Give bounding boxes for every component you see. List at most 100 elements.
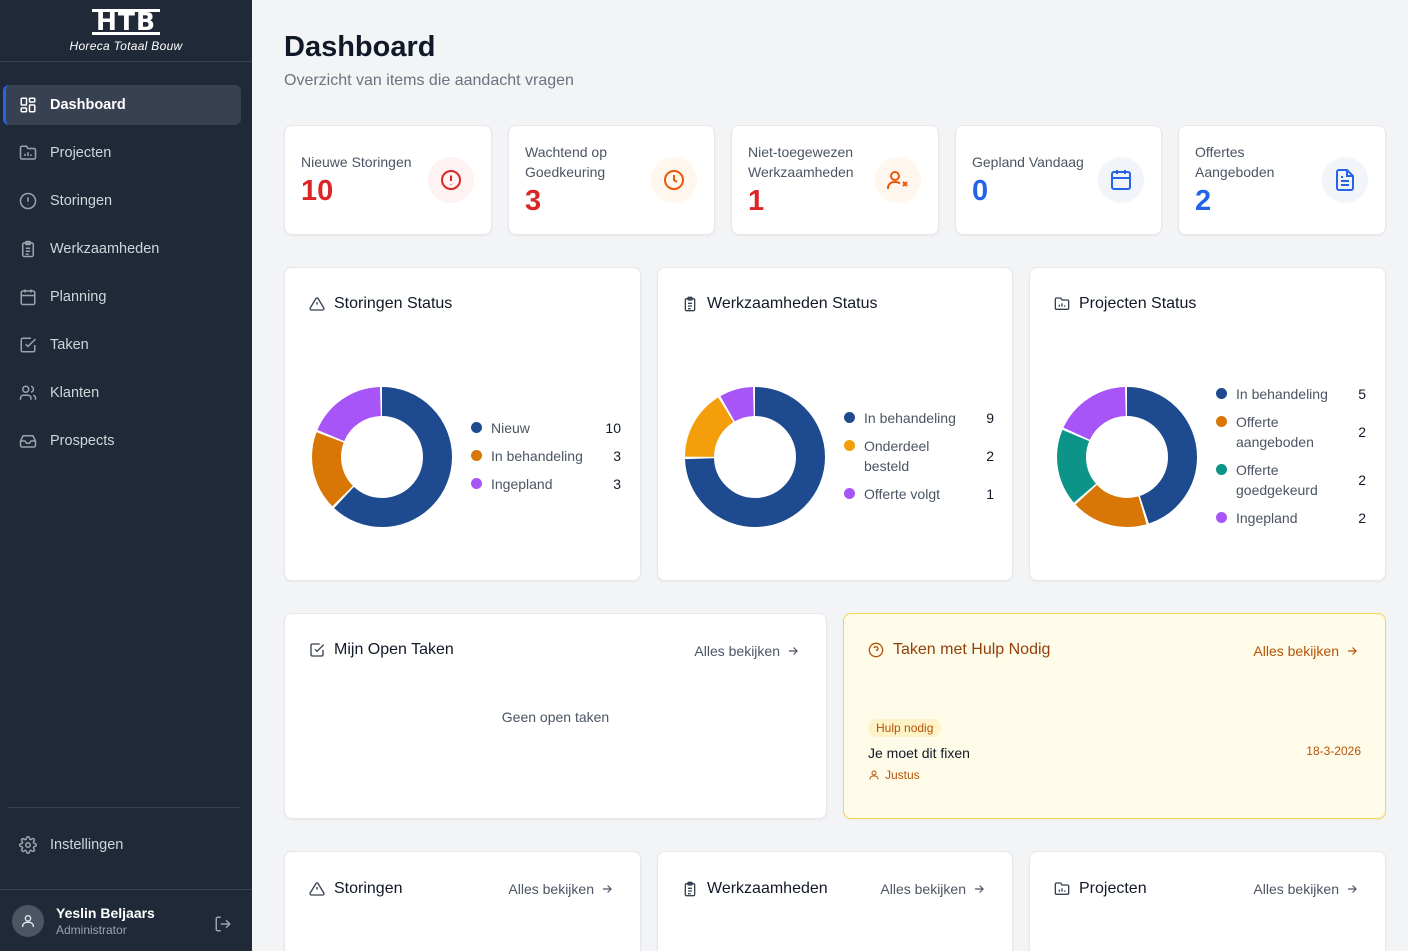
sidebar-item-projecten[interactable]: Projecten — [3, 133, 241, 173]
sidebar-item-taken[interactable]: Taken — [3, 325, 241, 365]
check-square-icon — [309, 642, 325, 658]
legend-label: In behandeling — [491, 448, 583, 464]
stat-card-niet-toegewezen[interactable]: Niet-toegewezen Werkzaamheden 1 — [731, 125, 939, 235]
stat-value: 1 — [748, 185, 765, 217]
legend-label: Offerte aangeboden — [1236, 414, 1314, 450]
projecten-list-card: Projecten Alles bekijken — [1029, 851, 1386, 951]
arrow-right-icon — [972, 882, 986, 896]
legend-swatch — [1216, 416, 1227, 427]
folder-chart-icon — [1054, 881, 1070, 897]
stat-label: Wachtend op Goedkeuring — [525, 144, 607, 180]
stat-value: 2 — [1195, 185, 1212, 217]
sidebar-item-planning[interactable]: Planning — [3, 277, 241, 317]
view-all-werkzaamheden-link[interactable]: Alles bekijken — [880, 881, 986, 897]
legend-value: 2 — [1358, 510, 1366, 526]
legend-value: 9 — [986, 410, 994, 426]
sidebar-item-werkzaamheden[interactable]: Werkzaamheden — [3, 229, 241, 269]
view-all-label: Alles bekijken — [1253, 881, 1339, 897]
chart-legend: In behandeling 9 Onderdeel besteld 2 Offerte… — [844, 408, 994, 538]
view-all-storingen-link[interactable]: Alles bekijken — [508, 881, 614, 897]
donut-slice-in-behandeling[interactable] — [312, 387, 452, 527]
legend-value: 3 — [613, 448, 621, 464]
view-all-projecten-link[interactable]: Alles bekijken — [1253, 881, 1359, 897]
legend-item: Offerte goedgekeurd — [1216, 460, 1348, 500]
sidebar-item-label: Planning — [50, 289, 107, 305]
sidebar-item-prospects[interactable]: Prospects — [3, 421, 241, 461]
legend-item: In behandeling — [471, 446, 603, 466]
alert-triangle-icon — [309, 881, 325, 897]
donut-slice-nieuw[interactable] — [312, 387, 452, 527]
user-name: Yeslin Beljaars — [56, 904, 155, 921]
view-all-label: Alles bekijken — [508, 881, 594, 897]
legend-label: Nieuw — [491, 420, 530, 436]
logo-subtitle: Horeca Totaal Bouw — [69, 38, 183, 53]
user-icon — [868, 769, 880, 781]
legend-label: Onderdeel besteld — [864, 438, 930, 474]
legend-value: 1 — [986, 486, 994, 502]
donut-slice-in-behandeling[interactable] — [1057, 387, 1197, 527]
sidebar-item-instellingen[interactable]: Instellingen — [3, 825, 241, 865]
legend-swatch — [471, 422, 482, 433]
sidebar-item-label: Taken — [50, 337, 89, 353]
stat-value: 3 — [525, 185, 542, 217]
sidebar-item-label: Instellingen — [50, 837, 124, 853]
main-content: Dashboard Overzicht van items die aandac… — [252, 0, 1408, 951]
donut-slice-offerte-aangeboden[interactable] — [1057, 387, 1197, 527]
sidebar-nav: Dashboard Projecten Storingen Werkzaamhe… — [0, 62, 252, 461]
sidebar-item-label: Dashboard — [50, 97, 126, 113]
sidebar-item-dashboard[interactable]: Dashboard — [3, 85, 241, 125]
clipboard-icon — [682, 881, 698, 897]
inbox-icon — [19, 432, 37, 450]
stat-card-gepland-vandaag[interactable]: Gepland Vandaag 0 — [955, 125, 1162, 235]
legend-item: In behandeling — [1216, 384, 1348, 404]
legend-item: Nieuw — [471, 418, 603, 438]
legend-label: Offerte volgt — [864, 486, 941, 502]
donut-slice-offerte-goedgekeurd[interactable] — [1057, 387, 1197, 527]
page-title: Dashboard — [284, 31, 436, 63]
empty-state-text: Geen open taken — [501, 709, 610, 725]
sidebar-item-storingen[interactable]: Storingen — [3, 181, 241, 221]
donut-slice-in-behandeling[interactable] — [685, 387, 825, 527]
task-title-link[interactable]: Je moet dit fixen — [868, 745, 970, 761]
gear-icon — [19, 836, 37, 854]
donut-chart-werkzaamheden — [685, 387, 825, 527]
legend-swatch — [471, 478, 482, 489]
file-text-icon — [1322, 157, 1368, 203]
card-title-text: Werkzaamheden — [707, 880, 828, 897]
user-info: Yeslin Beljaars Administrator — [56, 905, 155, 937]
clock-icon — [651, 157, 697, 203]
logout-icon[interactable] — [214, 915, 232, 933]
legend-swatch — [844, 488, 855, 499]
legend-value: 3 — [613, 476, 621, 492]
chart-legend: In behandeling 5 Offerte aangeboden 2 Offert… — [1216, 384, 1366, 534]
stat-label: Niet-toegewezen Werkzaamheden — [748, 144, 854, 180]
users-icon — [19, 384, 37, 402]
brand-logo[interactable]: HTB Horeca Totaal Bouw — [0, 0, 252, 62]
stat-label: Gepland Vandaag — [972, 154, 1084, 170]
legend-value: 2 — [1358, 472, 1366, 488]
sidebar-item-klanten[interactable]: Klanten — [3, 373, 241, 413]
help-circle-icon — [868, 642, 884, 658]
alert-circle-icon — [428, 157, 474, 203]
folder-chart-icon — [1054, 296, 1070, 312]
user-profile: Yeslin Beljaars Administrator — [0, 889, 252, 951]
legend-value: 2 — [986, 448, 994, 464]
view-all-help-tasks-link[interactable]: Alles bekijken — [1253, 643, 1359, 659]
legend-label: Ingepland — [1236, 510, 1298, 526]
card-title-text: Taken met Hulp Nodig — [893, 641, 1051, 658]
folder-chart-icon — [19, 144, 37, 162]
stat-card-offertes[interactable]: Offertes Aangeboden 2 — [1178, 125, 1386, 235]
legend-label: In behandeling — [1236, 386, 1328, 402]
stat-card-nieuwe-storingen[interactable]: Nieuwe Storingen 10 — [284, 125, 492, 235]
legend-value: 10 — [605, 420, 621, 436]
card-title: Werkzaamheden — [682, 880, 828, 898]
avatar[interactable] — [12, 904, 44, 937]
donut-chart-storingen — [312, 387, 452, 527]
view-all-open-tasks-link[interactable]: Alles bekijken — [694, 643, 800, 659]
stat-card-wachtend[interactable]: Wachtend op Goedkeuring 3 — [508, 125, 715, 235]
dashboard-grid-icon — [19, 96, 37, 114]
stat-label: Offertes Aangeboden — [1195, 144, 1275, 180]
alert-circle-icon — [19, 192, 37, 210]
open-tasks-card: Mijn Open Taken Alles bekijken Geen open… — [284, 613, 827, 819]
alert-triangle-icon — [309, 296, 325, 312]
